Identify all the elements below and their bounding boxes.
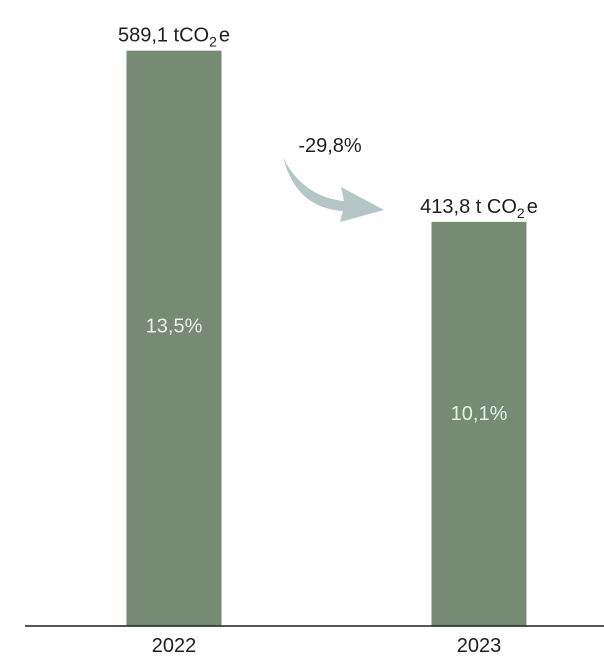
labels-group: 589,1 tCO2 e 13,5% 2022 413,8 t CO2 e 10,1% 202… xyxy=(118,25,538,657)
inner-label-2023: 10,1% xyxy=(451,403,508,425)
bar-2023 xyxy=(431,221,527,626)
bars-group xyxy=(126,50,527,626)
decrease-arrow xyxy=(283,157,384,222)
inner-label-2022: 13,5% xyxy=(146,316,203,338)
x-tick-2022: 2022 xyxy=(152,635,197,657)
value-label-2023: 413,8 t CO2 e xyxy=(420,196,538,221)
change-percent-label: -29,8% xyxy=(298,135,362,157)
bar-2022 xyxy=(126,50,222,626)
value-label-2022: 589,1 tCO2 e xyxy=(118,25,230,50)
x-tick-2023: 2023 xyxy=(457,635,502,657)
